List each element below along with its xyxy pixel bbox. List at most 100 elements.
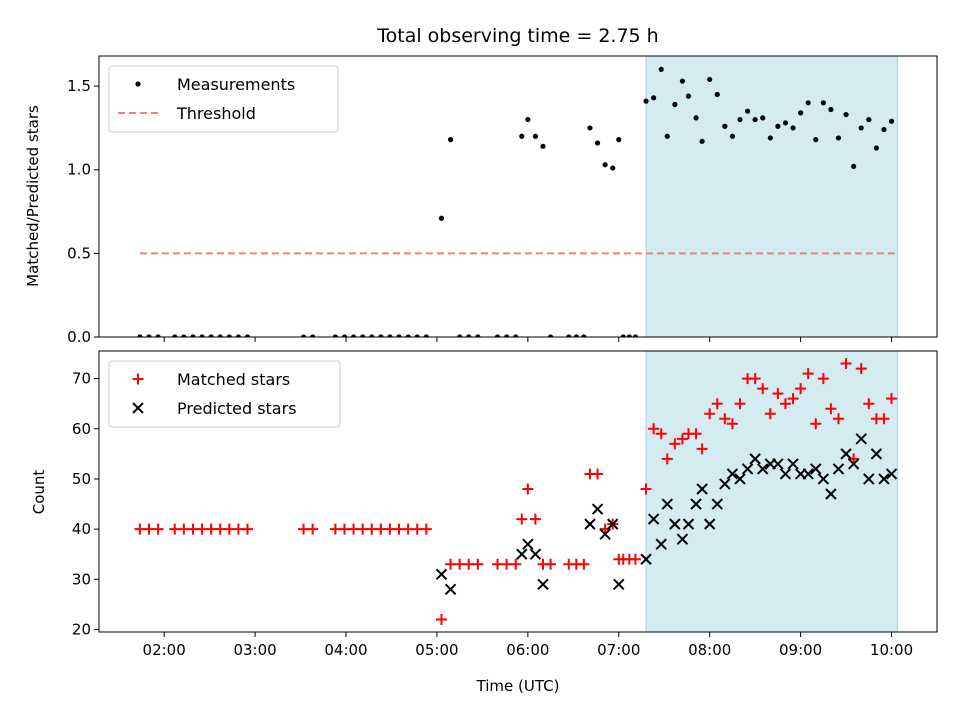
data-point: [669, 438, 681, 450]
data-point: [172, 334, 178, 337]
data-point: [226, 334, 232, 337]
data-point: [643, 98, 649, 104]
data-point: [651, 95, 657, 101]
data-point: [711, 398, 723, 410]
legend-plus-icon: [132, 373, 144, 385]
data-point: [444, 583, 457, 596]
data-point: [729, 133, 736, 139]
shaded-region: [645, 350, 899, 633]
data-point: [547, 334, 554, 337]
legend-box: [108, 65, 339, 133]
y-tick-label: 50: [72, 470, 91, 488]
data-point: [704, 408, 716, 420]
data-point: [242, 523, 254, 535]
top-panel: 0.0 0.5 1.0 1.5 Measurements Threshold: [67, 55, 938, 346]
data-point: [703, 518, 716, 530]
data-point: [847, 458, 860, 470]
data-point: [840, 448, 852, 460]
data-point: [858, 125, 864, 131]
data-point: [840, 358, 852, 370]
shaded-region: [645, 55, 899, 338]
data-point: [300, 334, 307, 337]
legend: Matched stars Predicted stars: [108, 360, 341, 428]
data-point: [581, 334, 587, 337]
x-tick-label: 02:00: [143, 641, 186, 659]
data-point: [664, 133, 670, 139]
data-point: [587, 125, 593, 131]
data-point: [629, 553, 641, 565]
data-point: [669, 518, 681, 530]
data-point: [360, 334, 366, 337]
data-point: [749, 373, 761, 385]
data-point: [640, 483, 652, 495]
plot-area: [134, 358, 898, 625]
data-point: [661, 498, 673, 510]
data-point: [843, 111, 849, 118]
data-point: [685, 93, 692, 99]
data-point: [722, 123, 728, 129]
data-point: [640, 553, 652, 565]
data-point: [817, 373, 829, 385]
data-point: [690, 428, 702, 440]
data-point: [863, 473, 875, 485]
x-tick-label: 07:00: [597, 641, 640, 659]
data-point: [208, 334, 214, 337]
data-point: [475, 334, 481, 337]
data-point: [532, 133, 539, 139]
data-point: [155, 334, 161, 337]
data-point: [602, 162, 608, 168]
data-point: [522, 483, 534, 495]
data-point: [802, 468, 814, 480]
y-tick-label: 1.0: [67, 161, 91, 179]
data-point: [772, 458, 784, 470]
data-point: [767, 135, 773, 141]
legend-label: Matched stars: [177, 370, 290, 389]
data-point: [405, 334, 411, 337]
data-point: [529, 548, 542, 560]
data-point: [423, 334, 429, 337]
data-point: [782, 120, 789, 126]
x-tick-label: 10:00: [870, 641, 913, 659]
data-point: [655, 428, 667, 440]
data-point: [545, 558, 557, 570]
x-tick-label: 08:00: [688, 641, 731, 659]
data-point: [632, 334, 639, 337]
legend-box: [108, 360, 341, 428]
data-point: [810, 418, 822, 430]
data-point: [181, 334, 187, 337]
data-point: [833, 413, 845, 425]
data-point: [626, 334, 632, 337]
data-point: [711, 498, 723, 510]
legend-x-icon: [132, 402, 144, 414]
data-point: [851, 163, 857, 169]
data-point: [519, 133, 525, 139]
data-point: [152, 523, 164, 535]
data-point: [244, 334, 251, 337]
x-tick-label: 06:00: [506, 641, 549, 659]
data-point: [592, 468, 604, 480]
data-point: [828, 106, 834, 113]
data-point: [757, 463, 769, 475]
data-point: [620, 334, 626, 337]
data-point: [866, 116, 872, 123]
data-point: [855, 363, 867, 375]
data-point: [573, 334, 579, 337]
data-point: [235, 334, 242, 337]
data-point: [737, 116, 743, 123]
data-point: [707, 76, 713, 83]
data-point: [719, 478, 731, 490]
data-point: [790, 125, 796, 131]
data-point: [813, 137, 819, 143]
data-point: [802, 368, 814, 380]
data-point: [696, 443, 708, 455]
data-point: [307, 523, 319, 535]
data-point: [873, 145, 879, 151]
data-point: [655, 538, 667, 550]
data-point: [146, 334, 152, 337]
data-point: [414, 334, 420, 337]
series-0: [137, 66, 895, 337]
data-point: [594, 140, 601, 146]
y-tick-label: 70: [72, 370, 91, 388]
data-point: [513, 334, 519, 337]
